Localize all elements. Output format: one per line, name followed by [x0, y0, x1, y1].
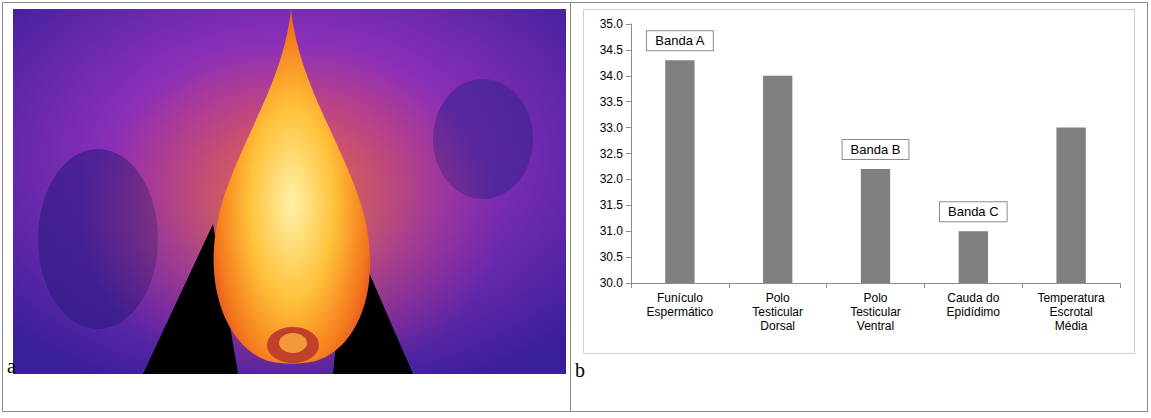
svg-text:Escrotal: Escrotal — [1049, 305, 1092, 319]
svg-text:32.0: 32.0 — [600, 172, 624, 186]
html-text:b: b — [575, 359, 585, 381]
svg-text:Temperatura: Temperatura — [1037, 291, 1105, 305]
svg-text:Polo: Polo — [766, 291, 790, 305]
svg-text:Funículo: Funículo — [657, 291, 703, 305]
svg-text:Ventral: Ventral — [857, 319, 894, 333]
svg-text:Banda A: Banda A — [655, 33, 704, 48]
svg-text:35.0: 35.0 — [600, 17, 624, 31]
svg-text:Banda C: Banda C — [948, 204, 999, 219]
svg-text:32.5: 32.5 — [600, 147, 624, 161]
svg-text:Dorsal: Dorsal — [760, 319, 795, 333]
svg-text:33.0: 33.0 — [600, 121, 624, 135]
svg-text:Epidídimo: Epidídimo — [947, 305, 1001, 319]
svg-text:Banda B: Banda B — [851, 142, 901, 157]
svg-text:Cauda do: Cauda do — [947, 291, 999, 305]
svg-text:34.5: 34.5 — [600, 43, 624, 57]
html-text:a: a — [7, 355, 16, 377]
svg-text:Testicular: Testicular — [752, 305, 803, 319]
svg-text:34.0: 34.0 — [600, 69, 624, 83]
svg-text:30.5: 30.5 — [600, 250, 624, 264]
svg-text:Espermático: Espermático — [647, 305, 714, 319]
svg-text:Polo: Polo — [863, 291, 887, 305]
svg-text:33.5: 33.5 — [600, 95, 624, 109]
svg-text:31.5: 31.5 — [600, 198, 624, 212]
svg-text:Média: Média — [1055, 319, 1088, 333]
svg-text:Testicular: Testicular — [850, 305, 901, 319]
svg-text:30.0: 30.0 — [600, 276, 624, 290]
svg-text:31.0: 31.0 — [600, 224, 624, 238]
